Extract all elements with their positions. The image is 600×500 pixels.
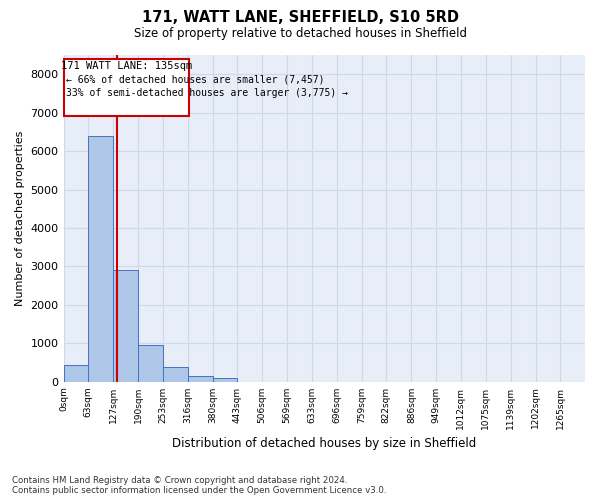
Text: 171, WATT LANE, SHEFFIELD, S10 5RD: 171, WATT LANE, SHEFFIELD, S10 5RD <box>142 10 458 25</box>
Bar <box>64 59 189 116</box>
Text: ← 66% of detached houses are smaller (7,457): ← 66% of detached houses are smaller (7,… <box>65 74 324 84</box>
Text: Size of property relative to detached houses in Sheffield: Size of property relative to detached ho… <box>133 28 467 40</box>
X-axis label: Distribution of detached houses by size in Sheffield: Distribution of detached houses by size … <box>172 437 476 450</box>
Text: 33% of semi-detached houses are larger (3,775) →: 33% of semi-detached houses are larger (… <box>65 88 347 98</box>
Bar <box>213 378 238 382</box>
Bar <box>113 270 138 382</box>
Y-axis label: Number of detached properties: Number of detached properties <box>15 130 25 306</box>
Bar <box>88 136 113 382</box>
Text: 171 WATT LANE: 135sqm: 171 WATT LANE: 135sqm <box>61 61 192 71</box>
Bar <box>163 367 188 382</box>
Text: Contains HM Land Registry data © Crown copyright and database right 2024.
Contai: Contains HM Land Registry data © Crown c… <box>12 476 386 495</box>
Bar <box>188 376 213 382</box>
Bar <box>64 365 88 382</box>
Bar <box>138 345 163 382</box>
